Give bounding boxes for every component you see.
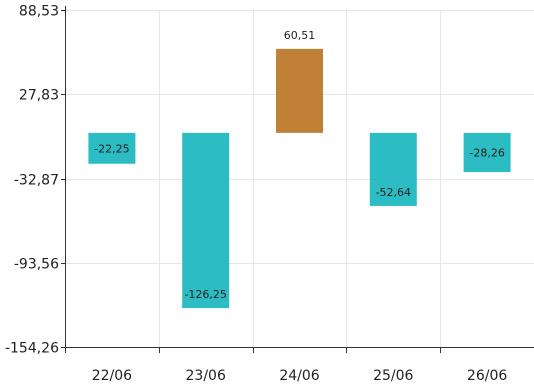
data-label: -28,26 xyxy=(469,146,504,159)
x-tick-label: 22/06 xyxy=(92,368,132,384)
grid-layer xyxy=(65,10,534,347)
label-layer: 88,53 27,83 -32,87 -93,56 -154,26 -22,25 22/06… xyxy=(5,4,507,385)
data-label: -52,64 xyxy=(376,186,411,199)
y-tick-label: -32,87 xyxy=(14,173,59,189)
x-tick-label: 24/06 xyxy=(279,368,319,384)
x-tick-label: 25/06 xyxy=(373,368,413,384)
bar-layer xyxy=(88,48,511,309)
y-tick-label: 88,53 xyxy=(19,4,59,20)
bar xyxy=(276,48,323,133)
y-tick-label: -154,26 xyxy=(5,341,59,357)
y-tick-label: 27,83 xyxy=(19,88,59,104)
bar xyxy=(369,132,417,206)
bar xyxy=(182,132,230,309)
data-label: -22,25 xyxy=(94,142,129,155)
y-tick-label: -93,56 xyxy=(14,257,59,273)
bar xyxy=(88,132,136,164)
data-label: 60,51 xyxy=(284,29,316,42)
axis-layer xyxy=(61,6,534,353)
x-tick-label: 26/06 xyxy=(467,368,507,384)
data-label: -126,25 xyxy=(184,288,226,301)
x-tick-label: 23/06 xyxy=(186,368,226,384)
bar xyxy=(463,132,511,173)
